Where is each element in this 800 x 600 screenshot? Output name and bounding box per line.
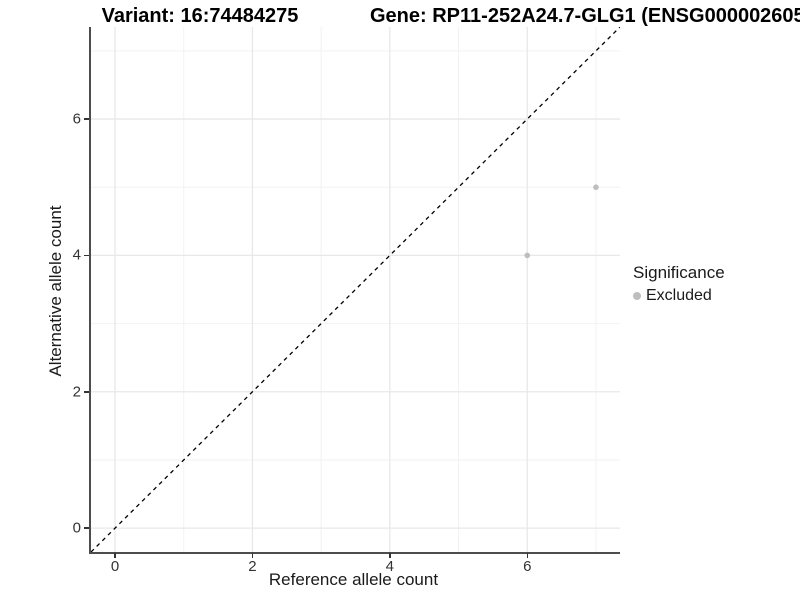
scatter-plot-canvas <box>91 27 620 552</box>
identity-reference-line <box>91 27 620 552</box>
y-tick-label: 4 <box>72 246 81 264</box>
y-axis-tick <box>84 391 89 393</box>
excluded-point-icon <box>633 292 641 300</box>
y-tick-label: 2 <box>72 383 81 401</box>
x-axis-tick <box>526 553 528 558</box>
x-tick-label: 4 <box>385 558 395 575</box>
y-axis-tick <box>84 254 89 257</box>
significance-legend: Significance Excluded <box>633 263 725 305</box>
x-tick-label: 0 <box>110 558 120 575</box>
data-point <box>524 252 531 259</box>
y-axis-tick <box>84 118 89 120</box>
legend-label: Excluded <box>646 287 712 304</box>
y-axis-title: Alternative allele count <box>46 205 65 377</box>
x-axis-tick <box>114 553 116 558</box>
y-tick-label: 6 <box>72 110 81 128</box>
legend-item-excluded: Excluded <box>633 287 725 305</box>
x-axis-tick <box>251 553 254 558</box>
legend-title: Significance <box>633 263 725 282</box>
data-point <box>593 184 599 191</box>
x-tick-label: 6 <box>523 558 532 575</box>
variant-title: Variant: 16:74484275 <box>101 5 299 27</box>
y-tick-label: 0 <box>72 519 81 537</box>
x-axis-tick <box>389 553 391 558</box>
plot-panel <box>89 27 620 554</box>
x-axis-title: Reference allele count <box>268 570 439 589</box>
x-tick-label: 2 <box>248 558 257 575</box>
y-axis-tick <box>84 527 89 529</box>
gene-title: Gene: RP11-252A24.7-GLG1 (ENSG000002605 <box>370 5 800 27</box>
